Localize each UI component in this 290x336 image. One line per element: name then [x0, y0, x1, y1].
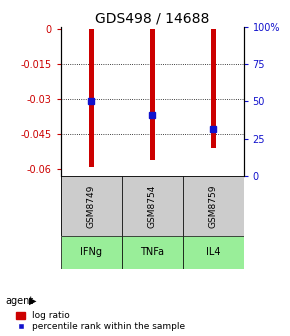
- Bar: [211, 29, 215, 148]
- Bar: [89, 29, 94, 167]
- FancyBboxPatch shape: [61, 176, 122, 236]
- Text: IL4: IL4: [206, 247, 220, 257]
- FancyBboxPatch shape: [183, 236, 244, 269]
- Text: IFNg: IFNg: [80, 247, 102, 257]
- Text: GSM8754: GSM8754: [148, 184, 157, 227]
- Text: agent: agent: [6, 296, 34, 306]
- FancyBboxPatch shape: [183, 176, 244, 236]
- Bar: [150, 29, 155, 160]
- Text: ▶: ▶: [29, 296, 37, 306]
- Legend: log ratio, percentile rank within the sample: log ratio, percentile rank within the sa…: [16, 311, 186, 332]
- FancyBboxPatch shape: [61, 236, 122, 269]
- Text: GSM8759: GSM8759: [209, 184, 218, 227]
- Title: GDS498 / 14688: GDS498 / 14688: [95, 12, 209, 26]
- Text: TNFa: TNFa: [140, 247, 164, 257]
- Text: GSM8749: GSM8749: [87, 184, 96, 227]
- FancyBboxPatch shape: [122, 176, 183, 236]
- FancyBboxPatch shape: [122, 236, 183, 269]
